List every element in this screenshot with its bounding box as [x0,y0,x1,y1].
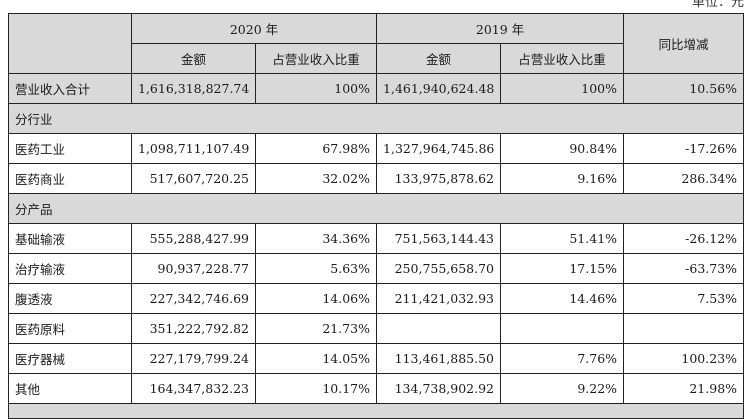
amount-2019-cell [376,313,502,344]
yoy-cell: 100.23% [623,343,745,374]
section-title: 分行业 [7,103,745,134]
row-label: 基础输液 [8,223,132,254]
section-row-product: 分产品 [7,193,745,224]
amount-2020-cell: 351,222,792.82 [131,313,256,344]
row-label: 腹透液 [8,283,132,314]
table-row: 医药商业 517,607,720.25 32.02% 133,975,878.6… [8,163,745,194]
table-row: 医药原料 351,222,792.82 21.73% [8,313,745,344]
total-row: 营业收入合计 1,616,318,827.74 100% 1,461,940,6… [8,73,745,104]
share-2019-cell: 51.41% [500,223,625,254]
amount-2020-cell: 1,098,711,107.49 [131,133,256,164]
yoy-cell: 21.98% [623,373,745,404]
amount-2019-cell: 250,755,658.70 [376,253,502,284]
share-2019-cell: 9.22% [500,373,625,404]
amount-2019-cell: 133,975,878.62 [376,163,502,194]
table-row: 医疗器械 227,179,799.24 14.05% 113,461,885.5… [8,343,745,374]
yoy-cell: -26.12% [623,223,745,254]
amount-2019-cell: 211,421,032.93 [376,283,502,314]
yoy-cell: 10.56% [623,73,745,104]
section-title: 分产品 [7,193,745,224]
share-2019-cell: 7.76% [500,343,625,374]
header-yoy: 同比增减 [623,13,745,74]
amount-2020-cell: 555,288,427.99 [131,223,256,254]
unit-note: 单位：元 [691,0,744,10]
table-row: 治疗输液 90,937,228.77 5.63% 250,755,658.70 … [8,253,745,284]
sub-header-row: 金额 占营业收入比重 金额 占营业收入比重 [9,43,744,74]
amount-2020-cell: 227,342,746.69 [131,283,256,314]
share-2019-cell [500,313,625,344]
row-label: 医疗器械 [8,343,132,374]
yoy-cell [623,313,745,344]
amount-2019-cell: 134,738,902.92 [376,373,502,404]
share-2020-cell: 100% [254,73,378,104]
amount-2020-cell: 227,179,799.24 [131,343,256,374]
share-2019-cell: 17.15% [500,253,625,284]
row-label: 治疗输液 [8,253,132,284]
share-2020-cell: 67.98% [254,133,378,164]
table-row: 医药工业 1,098,711,107.49 67.98% 1,327,964,7… [8,133,745,164]
table-row: 其他 164,347,832.23 10.17% 134,738,902.92 … [8,373,745,404]
share-2020-cell: 14.05% [254,343,378,374]
header-amount-2019: 金额 [376,43,502,74]
share-2019-cell: 90.84% [500,133,625,164]
corner-cell [8,13,132,74]
amount-2019-cell: 113,461,885.50 [376,343,502,374]
row-label: 营业收入合计 [8,73,132,104]
table-row: 基础输液 555,288,427.99 34.36% 751,563,144.4… [8,223,745,254]
amount-2020-cell: 517,607,720.25 [131,163,256,194]
header-year-2020: 2020 年 [130,13,378,44]
amount-2020-cell: 90,937,228.77 [131,253,256,284]
amount-2020-cell: 1,616,318,827.74 [131,73,256,104]
row-label: 医药商业 [8,163,132,194]
share-2019-cell: 100% [500,73,625,104]
section-title-cutoff [7,403,745,419]
next-section-row-partial [7,403,745,419]
share-2020-cell: 21.73% [254,313,378,344]
header-amount-2020: 金额 [131,43,256,74]
yoy-cell: 7.53% [623,283,745,314]
table-row: 腹透液 227,342,746.69 14.06% 211,421,032.93… [8,283,745,314]
amount-2019-cell: 1,327,964,745.86 [376,133,502,164]
yoy-cell: -17.26% [623,133,745,164]
row-label: 医药原料 [8,313,132,344]
share-2019-cell: 9.16% [500,163,625,194]
revenue-table: 2020 年 2019 年 同比增减 金额 占营业收入比重 金额 占营业收入比重… [7,13,745,419]
share-2020-cell: 14.06% [254,283,378,314]
header-share-2019: 占营业收入比重 [500,43,625,74]
share-2019-cell: 14.46% [500,283,625,314]
share-2020-cell: 10.17% [254,373,378,404]
header-year-2019: 2019 年 [376,13,625,44]
yoy-cell: -63.73% [623,253,745,284]
year-header-row: 2020 年 2019 年 同比增减 [8,13,745,74]
share-2020-cell: 34.36% [254,223,378,254]
amount-2020-cell: 164,347,832.23 [131,373,256,404]
share-2020-cell: 32.02% [254,163,378,194]
yoy-cell: 286.34% [623,163,745,194]
amount-2019-cell: 1,461,940,624.48 [376,73,502,104]
header-share-2020: 占营业收入比重 [254,43,378,74]
share-2020-cell: 5.63% [254,253,378,284]
amount-2019-cell: 751,563,144.43 [376,223,502,254]
row-label: 其他 [8,373,132,404]
row-label: 医药工业 [8,133,132,164]
section-row-industry: 分行业 [7,103,745,134]
